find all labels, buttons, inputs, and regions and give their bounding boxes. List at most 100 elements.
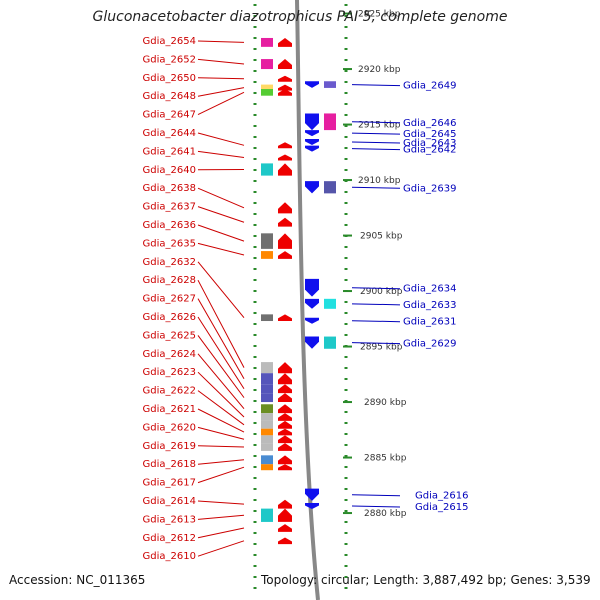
forward-gene-arrow: [278, 524, 292, 532]
gene-label: Gdia_2618: [143, 459, 196, 470]
gene-label: Gdia_2645: [403, 129, 456, 140]
gene-label: Gdia_2610: [143, 551, 196, 562]
gene-label: Gdia_2615: [415, 502, 468, 513]
gene-label-leader: [197, 371, 245, 418]
scale-tick-label: 2925 kbp: [358, 10, 401, 20]
gene-cog-box: [261, 373, 273, 385]
gene-cog-box: [261, 428, 273, 436]
gene-label-leader: [197, 77, 245, 80]
gene-label: Gdia_2646: [403, 118, 456, 129]
scale-tick-label: 2890 kbp: [364, 398, 407, 408]
scale-tick-label: 2915 kbp: [358, 121, 401, 131]
gene-label: Gdia_2642: [403, 145, 456, 156]
reverse-gene-arrow: [305, 145, 319, 152]
gene-label-leader: [197, 279, 245, 368]
gene-label: Gdia_2625: [143, 330, 196, 341]
scale-tick-label: 2920 kbp: [358, 65, 401, 75]
gene-label-leader: [351, 505, 401, 508]
gene-label-leader: [197, 466, 245, 484]
gene-label-leader: [351, 121, 401, 124]
gene-cog-box: [261, 455, 273, 465]
forward-gene-arrow: [278, 393, 292, 403]
reverse-gene-arrow: [305, 138, 319, 145]
gene-cog-box: [324, 181, 336, 194]
gene-cog-box: [324, 336, 336, 349]
gene-cog-box: [261, 59, 273, 70]
gene-label: Gdia_2620: [143, 422, 196, 433]
forward-gene-arrow: [278, 37, 292, 47]
gene-cog-box: [261, 413, 273, 421]
gene-cog-box: [261, 404, 273, 414]
gene-label-leader: [351, 141, 401, 144]
gene-label-leader: [197, 390, 245, 426]
gene-label-leader: [197, 500, 245, 505]
scale-tick-label: 2885 kbp: [364, 454, 407, 464]
forward-gene-arrow: [278, 142, 292, 149]
scale-tick-label: 2880 kbp: [364, 509, 407, 519]
forward-gene-arrow: [278, 75, 292, 82]
gene-label: Gdia_2637: [143, 202, 196, 213]
gene-label: Gdia_2617: [143, 478, 196, 489]
gene-label: Gdia_2613: [143, 514, 196, 525]
gene-label-leader: [197, 87, 245, 97]
gene-label: Gdia_2639: [403, 183, 456, 194]
forward-gene-arrow: [278, 163, 292, 176]
gene-label-leader: [197, 408, 245, 433]
gene-cog-box: [261, 508, 273, 522]
gene-cog-box: [324, 81, 336, 88]
gene-label-leader: [351, 84, 401, 87]
gene-label-leader: [351, 303, 401, 306]
reverse-gene-arrow: [305, 130, 319, 137]
reverse-gene-arrow: [305, 181, 319, 194]
reverse-gene-arrow: [305, 488, 319, 501]
gene-label: Gdia_2627: [143, 294, 196, 305]
forward-gene-arrow: [278, 384, 292, 394]
gene-label-leader: [197, 335, 245, 398]
gene-cog-box: [261, 37, 273, 47]
forward-gene-arrow: [278, 251, 292, 259]
reverse-gene-arrow: [305, 298, 319, 309]
gene-cog-box: [324, 298, 336, 309]
forward-gene-arrow: [278, 435, 292, 444]
gene-label-leader: [197, 40, 245, 43]
gene-label-leader: [197, 58, 245, 65]
gene-label: Gdia_2654: [143, 36, 196, 47]
gene-label: Gdia_2622: [143, 386, 196, 397]
gene-label: Gdia_2644: [143, 128, 196, 139]
gene-label: Gdia_2648: [143, 91, 196, 102]
reverse-gene-arrow: [305, 113, 319, 131]
gene-label-leader: [197, 353, 245, 410]
scale-tick-label: 2905 kbp: [360, 232, 403, 242]
gene-label: Gdia_2638: [143, 183, 196, 194]
gene-cog-box: [261, 384, 273, 394]
forward-gene-arrow: [278, 443, 292, 451]
gene-label-leader: [197, 187, 245, 209]
gene-label: Gdia_2641: [143, 146, 196, 157]
gene-label-leader: [197, 445, 245, 448]
forward-gene-arrow: [278, 362, 292, 374]
forward-gene-arrow: [278, 464, 292, 471]
scale-tick-label: 2895 kbp: [360, 343, 403, 353]
gene-label: Gdia_2623: [143, 367, 196, 378]
gene-label: Gdia_2628: [143, 275, 196, 286]
forward-gene-arrow: [278, 84, 292, 91]
gene-label: Gdia_2636: [143, 220, 196, 231]
forward-gene-arrow: [278, 420, 292, 429]
gene-cog-box: [261, 362, 273, 374]
gene-label: Gdia_2647: [143, 110, 196, 121]
gene-label-leader: [197, 459, 245, 465]
gene-label: Gdia_2629: [403, 339, 456, 350]
gene-cog-box: [261, 420, 273, 429]
gene-cog-box: [261, 314, 273, 322]
scale-tick-label: 2900 kbp: [360, 287, 403, 297]
reverse-gene-arrow: [305, 336, 319, 349]
gene-label: Gdia_2649: [403, 81, 456, 92]
forward-gene-arrow: [278, 89, 292, 96]
gene-label-leader: [351, 132, 401, 135]
reverse-gene-arrow: [305, 278, 319, 297]
gene-cog-box: [261, 84, 273, 91]
gene-label: Gdia_2621: [143, 404, 196, 415]
forward-gene-arrow: [278, 404, 292, 414]
gene-cog-box: [261, 89, 273, 96]
